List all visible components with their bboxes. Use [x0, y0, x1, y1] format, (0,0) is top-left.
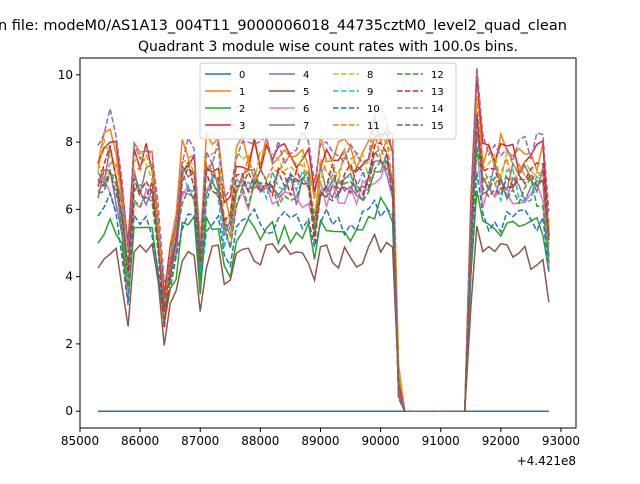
- figure-suptitle: n file: modeM0/AS1A13_004T11_9000006018_…: [0, 18, 567, 34]
- legend-label-10: 10: [367, 104, 380, 115]
- legend-label-5: 5: [303, 87, 309, 98]
- x-tick-label: 91000: [422, 434, 460, 448]
- legend-label-11: 11: [367, 121, 380, 132]
- legend-label-7: 7: [303, 121, 309, 132]
- x-tick-label: 89000: [301, 434, 339, 448]
- y-tick-label: 6: [65, 202, 73, 216]
- series-line-10: [97, 171, 550, 412]
- series-line-11: [97, 96, 550, 412]
- legend-label-3: 3: [239, 121, 245, 132]
- y-tick-label: 0: [65, 404, 73, 418]
- x-tick-label: 85000: [61, 434, 99, 448]
- axes-frame: [79, 57, 577, 429]
- x-tick-label: 86000: [121, 434, 159, 448]
- x-axis-ticks: 85000 86000 87000 88000 89000 90000 91000 92000…: [61, 428, 580, 448]
- legend-label-2: 2: [239, 104, 245, 115]
- chart-title: Quadrant 3 module wise count rates with …: [138, 39, 518, 55]
- series-line-8: [97, 96, 550, 412]
- y-tick-label: 2: [65, 337, 73, 351]
- x-tick-label: 88000: [241, 434, 279, 448]
- y-tick-label: 8: [65, 135, 73, 149]
- legend-box: [199, 62, 457, 140]
- legend-label-0: 0: [239, 70, 245, 81]
- legend-label-9: 9: [367, 87, 373, 98]
- series-line-12: [97, 147, 550, 412]
- legend-label-14: 14: [431, 104, 444, 115]
- legend-label-13: 13: [431, 87, 444, 98]
- legend-label-6: 6: [303, 104, 309, 115]
- y-tick-label: 4: [65, 270, 73, 284]
- x-tick-label: 93000: [542, 434, 580, 448]
- x-axis-offset-text: +4.421e8: [517, 454, 576, 468]
- legend-label-8: 8: [367, 70, 373, 81]
- x-tick-label: 90000: [362, 434, 400, 448]
- x-tick-label: 87000: [181, 434, 219, 448]
- x-tick-label: 92000: [482, 434, 520, 448]
- legend-label-1: 1: [239, 87, 245, 98]
- legend-label-15: 15: [431, 121, 444, 132]
- legend-label-4: 4: [303, 70, 309, 81]
- plot-lines: [97, 67, 550, 412]
- series-line-15: [97, 113, 550, 412]
- y-tick-label: 10: [58, 68, 73, 82]
- y-axis-ticks: 0 2 4 6 8 10: [58, 68, 80, 418]
- legend-label-12: 12: [431, 70, 444, 81]
- series-line-14: [97, 67, 550, 412]
- series-line-5: [97, 225, 550, 412]
